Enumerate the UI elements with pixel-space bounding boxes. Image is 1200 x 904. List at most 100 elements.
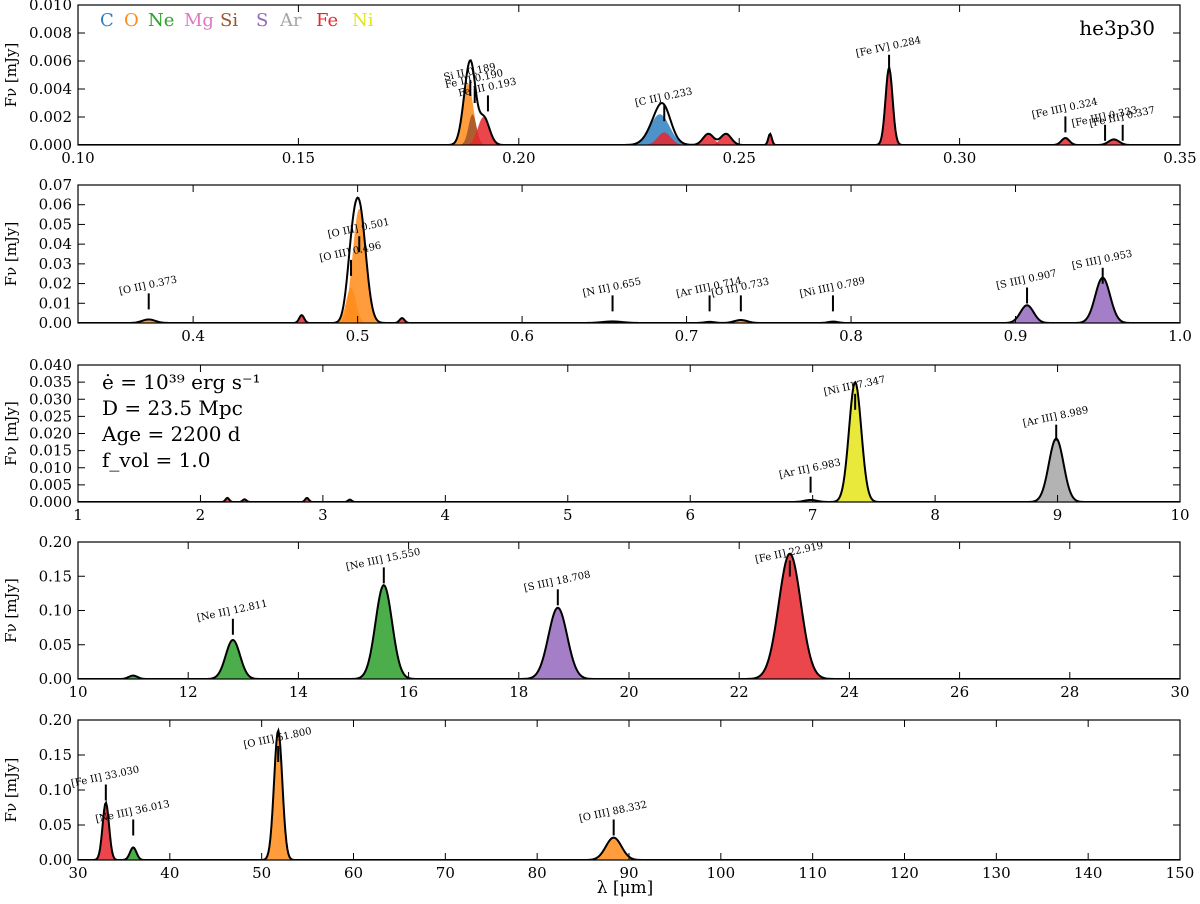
x-tick-label: 1 xyxy=(73,506,83,524)
y-tick-label: 0.20 xyxy=(39,533,72,551)
x-tick-label: 10 xyxy=(68,683,87,701)
line-profile-o xyxy=(78,730,1180,860)
legend-element-mg: Mg xyxy=(184,10,214,31)
x-tick-label: 60 xyxy=(344,864,363,882)
x-tick-label: 7 xyxy=(808,506,818,524)
x-tick-label: 0.4 xyxy=(181,327,205,345)
y-tick-label: 0.10 xyxy=(39,602,72,620)
line-profile-ar xyxy=(78,438,1180,502)
info-line-3: Age = 2200 d xyxy=(101,422,241,446)
y-tick-label: 0.02 xyxy=(39,275,72,293)
y-tick-label: 0.00 xyxy=(39,314,72,332)
x-tick-label: 30 xyxy=(1170,683,1189,701)
y-tick-label: 0.010 xyxy=(29,459,72,477)
x-tick-label: 24 xyxy=(840,683,859,701)
info-line-4: f_vol = 1.0 xyxy=(102,448,210,472)
line-profile-fe xyxy=(78,138,1180,145)
x-tick-label: 0.5 xyxy=(346,327,370,345)
y-tick-label: 0.05 xyxy=(39,816,72,834)
y-tick-label: 0.006 xyxy=(29,52,72,70)
y-tick-label: 0.00 xyxy=(39,851,72,869)
y-tick-label: 0.04 xyxy=(39,235,72,253)
x-tick-label: 9 xyxy=(1053,506,1063,524)
x-tick-label: 4 xyxy=(441,506,451,524)
info-line-2: D = 23.5 Mpc xyxy=(102,396,243,420)
legend-element-ni: Ni xyxy=(352,10,374,31)
y-axis-label: Fν [mJy] xyxy=(2,222,20,287)
y-tick-label: 0.000 xyxy=(29,493,72,511)
y-tick-label: 0.15 xyxy=(39,746,72,764)
x-tick-label: 14 xyxy=(289,683,308,701)
x-tick-label: 0.6 xyxy=(510,327,534,345)
total-spectrum-line xyxy=(78,552,1180,679)
y-tick-label: 0.10 xyxy=(39,781,72,799)
line-profile-si xyxy=(78,114,1180,145)
x-tick-label: 0.35 xyxy=(1163,149,1196,167)
total-spectrum-line xyxy=(78,380,1180,502)
element-legend: C O Ne Mg Si S Ar Fe Ni xyxy=(100,10,374,31)
line-profile-fe xyxy=(78,117,1180,145)
spectrum-panel-1: 0.10 0.15 0.20 0.25 0.30 0.35 0.000 0.002 0.004 0… xyxy=(2,0,1197,167)
y-tick-label: 0.025 xyxy=(29,407,72,425)
y-tick-label: 0.008 xyxy=(29,24,72,42)
y-tick-label: 0.015 xyxy=(29,442,72,460)
x-axis-label: λ [μm] xyxy=(597,878,654,898)
y-tick-label: 0.002 xyxy=(29,108,72,126)
y-axis-label: Fν [mJy] xyxy=(2,401,20,466)
y-tick-label: 0.01 xyxy=(39,294,72,312)
legend-element-o: O xyxy=(124,10,139,31)
y-tick-label: 0.020 xyxy=(29,425,72,443)
y-tick-label: 0.005 xyxy=(29,476,72,494)
y-tick-label: 0.004 xyxy=(29,80,72,98)
y-tick-label: 0.07 xyxy=(39,176,72,194)
y-tick-label: 0.06 xyxy=(39,196,72,214)
line-profile-fe xyxy=(78,133,1180,145)
y-tick-label: 0.05 xyxy=(39,215,72,233)
line-profile-c xyxy=(78,114,1180,145)
x-tick-label: 110 xyxy=(798,864,827,882)
x-tick-label: 1.0 xyxy=(1168,327,1192,345)
line-profile-ni xyxy=(78,382,1180,502)
legend-element-si: Si xyxy=(220,10,238,31)
x-tick-label: 0.15 xyxy=(282,149,315,167)
y-tick-label: 0.030 xyxy=(29,390,72,408)
x-tick-label: 5 xyxy=(563,506,573,524)
y-axis-label: Fν [mJy] xyxy=(2,758,20,823)
x-tick-label: 130 xyxy=(982,864,1011,882)
x-tick-label: 50 xyxy=(252,864,271,882)
x-tick-label: 0.30 xyxy=(943,149,976,167)
line-profile-fe xyxy=(78,132,1180,145)
model-label: he3p30 xyxy=(1079,16,1155,40)
line-profile-o xyxy=(78,83,1180,145)
legend-element-fe: Fe xyxy=(316,10,338,31)
total-spectrum-line xyxy=(78,196,1180,323)
x-tick-label: 2 xyxy=(196,506,206,524)
x-tick-label: 12 xyxy=(179,683,198,701)
axes-frame xyxy=(77,4,1181,146)
info-line-1: ė = 10³⁹ erg s⁻¹ xyxy=(102,370,261,394)
legend-element-ar: Ar xyxy=(279,10,302,31)
x-tick-label: 100 xyxy=(707,864,736,882)
line-profile-fe xyxy=(78,553,1180,679)
x-tick-label: 70 xyxy=(436,864,455,882)
x-tick-label: 18 xyxy=(509,683,528,701)
model-info: ė = 10³⁹ erg s⁻¹ D = 23.5 Mpc Age = 2200… xyxy=(101,370,261,472)
x-tick-label: 0.8 xyxy=(839,327,863,345)
y-tick-label: 0.035 xyxy=(29,373,72,391)
x-tick-label: 0.9 xyxy=(1004,327,1028,345)
x-tick-label: 150 xyxy=(1166,864,1195,882)
x-tick-label: 140 xyxy=(1074,864,1103,882)
x-tick-label: 28 xyxy=(1060,683,1079,701)
spectrum-panel-2: 0.4 0.5 0.6 0.7 0.8 0.9 1.0 0.00 0.010.02 0.03 0.0… xyxy=(2,176,1192,345)
x-tick-label: 20 xyxy=(619,683,638,701)
y-tick-label: 0.010 xyxy=(29,0,72,14)
y-tick-label: 0.03 xyxy=(39,255,72,273)
line-profile-fe xyxy=(78,133,1180,145)
x-tick-label: 6 xyxy=(685,506,695,524)
y-tick-label: 0.05 xyxy=(39,636,72,654)
x-tick-label: 16 xyxy=(399,683,418,701)
line-profile-fe xyxy=(78,133,1180,145)
x-tick-label: 8 xyxy=(930,506,940,524)
y-tick-label: 0.000 xyxy=(29,136,72,154)
